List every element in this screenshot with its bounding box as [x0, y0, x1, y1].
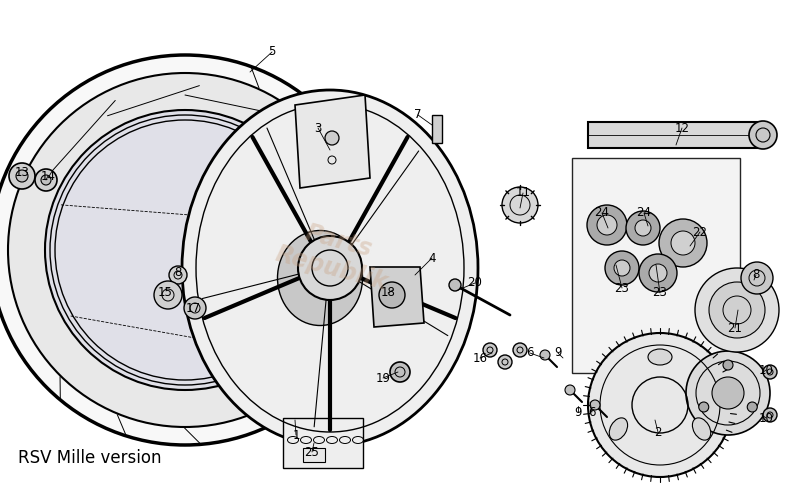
Circle shape	[379, 282, 405, 308]
Text: 3: 3	[314, 122, 322, 134]
Text: 9: 9	[554, 346, 562, 360]
Text: Parts
Republik: Parts Republik	[272, 215, 398, 295]
Circle shape	[8, 73, 362, 427]
Text: 22: 22	[693, 225, 707, 239]
Circle shape	[35, 169, 57, 191]
Text: 2: 2	[654, 425, 662, 439]
Circle shape	[671, 231, 695, 255]
Circle shape	[590, 400, 600, 410]
Text: 23: 23	[614, 281, 630, 294]
Circle shape	[649, 264, 667, 282]
Text: 13: 13	[14, 167, 30, 179]
Text: 19: 19	[375, 371, 390, 385]
Text: 24: 24	[637, 206, 651, 220]
Circle shape	[588, 333, 732, 477]
Circle shape	[41, 175, 51, 185]
Text: 15: 15	[158, 287, 173, 299]
Circle shape	[659, 219, 707, 267]
Ellipse shape	[693, 418, 710, 440]
Text: 12: 12	[674, 122, 690, 134]
Circle shape	[449, 279, 461, 291]
Text: 9: 9	[574, 406, 582, 418]
Text: 1: 1	[292, 428, 300, 441]
Ellipse shape	[182, 90, 478, 446]
Circle shape	[513, 343, 527, 357]
Circle shape	[723, 360, 733, 370]
Circle shape	[597, 215, 617, 235]
Circle shape	[169, 266, 187, 284]
Circle shape	[540, 350, 550, 360]
Circle shape	[749, 121, 777, 149]
Circle shape	[325, 131, 339, 145]
Text: 8: 8	[752, 269, 760, 281]
Circle shape	[298, 236, 362, 300]
Circle shape	[483, 343, 497, 357]
Bar	[572, 158, 740, 373]
Bar	[432, 115, 442, 143]
Text: 10: 10	[758, 364, 774, 376]
Circle shape	[45, 110, 325, 390]
Circle shape	[502, 187, 538, 223]
Circle shape	[712, 377, 744, 409]
Circle shape	[498, 355, 512, 369]
Bar	[283, 418, 363, 468]
Circle shape	[709, 282, 765, 338]
Text: 21: 21	[727, 321, 742, 335]
Bar	[588, 122, 760, 148]
Circle shape	[0, 55, 380, 445]
Polygon shape	[370, 267, 424, 327]
Circle shape	[605, 251, 639, 285]
Text: 16: 16	[473, 351, 487, 365]
Circle shape	[747, 402, 758, 412]
Text: 24: 24	[594, 206, 610, 220]
Text: 23: 23	[653, 287, 667, 299]
Bar	[303, 448, 325, 462]
Text: 6: 6	[526, 346, 534, 360]
Text: 17: 17	[186, 301, 201, 315]
Circle shape	[741, 262, 773, 294]
Circle shape	[614, 260, 630, 276]
Circle shape	[686, 351, 770, 435]
Ellipse shape	[610, 418, 627, 440]
Circle shape	[639, 254, 677, 292]
Circle shape	[763, 408, 777, 422]
Circle shape	[626, 211, 660, 245]
Text: 4: 4	[428, 251, 436, 265]
Text: 20: 20	[467, 276, 482, 290]
Circle shape	[565, 385, 575, 395]
Ellipse shape	[278, 230, 362, 325]
Text: 6: 6	[588, 406, 596, 418]
Circle shape	[698, 402, 709, 412]
Text: 8: 8	[174, 266, 182, 278]
Text: 25: 25	[305, 445, 319, 459]
Text: 14: 14	[41, 170, 55, 182]
Text: 5: 5	[268, 46, 276, 58]
Circle shape	[390, 362, 410, 382]
Circle shape	[16, 170, 28, 182]
Circle shape	[587, 205, 627, 245]
Ellipse shape	[648, 349, 672, 365]
Text: 11: 11	[515, 187, 530, 199]
Polygon shape	[295, 95, 370, 188]
Circle shape	[184, 297, 206, 319]
Circle shape	[635, 220, 651, 236]
Text: 7: 7	[414, 108, 422, 122]
Circle shape	[154, 281, 182, 309]
Circle shape	[9, 163, 35, 189]
Circle shape	[763, 365, 777, 379]
Text: 18: 18	[381, 287, 395, 299]
Text: RSV Mille version: RSV Mille version	[18, 449, 162, 467]
Text: 10: 10	[758, 412, 774, 424]
Circle shape	[695, 268, 779, 352]
